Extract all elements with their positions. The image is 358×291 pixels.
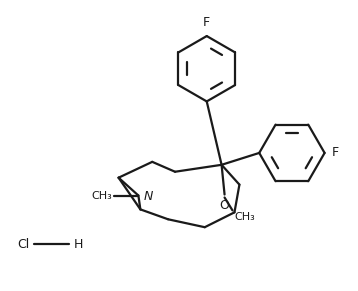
Text: F: F [203, 16, 210, 29]
Text: Cl: Cl [17, 237, 29, 251]
Text: H: H [74, 237, 83, 251]
Text: CH₃: CH₃ [234, 212, 255, 222]
Text: O: O [219, 199, 229, 212]
Text: CH₃: CH₃ [91, 191, 112, 200]
Text: N: N [143, 190, 153, 203]
Text: F: F [332, 146, 339, 159]
